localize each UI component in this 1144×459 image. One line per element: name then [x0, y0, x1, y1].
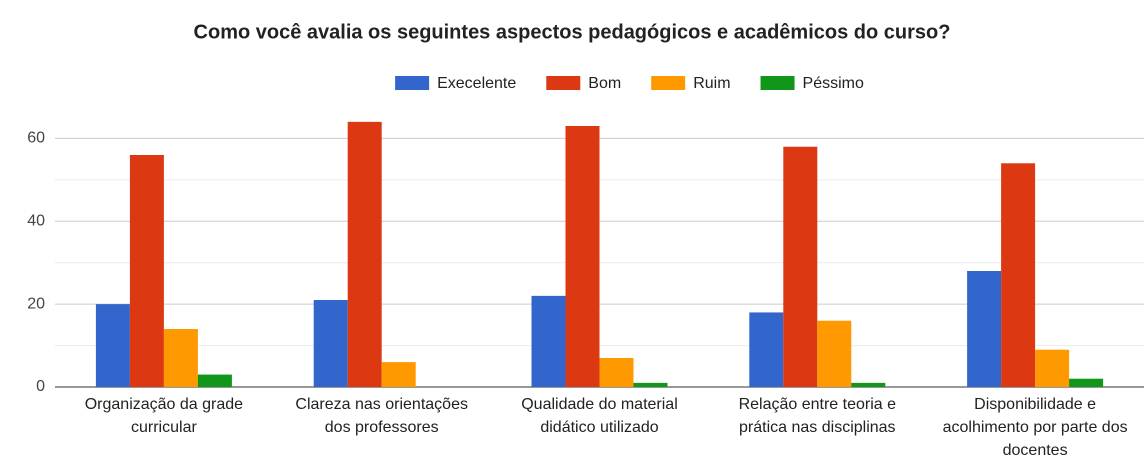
- bar: [599, 358, 634, 387]
- bar: [783, 146, 818, 387]
- legend-swatch: [651, 76, 686, 90]
- chart-title: Como você avalia os seguintes aspectos p…: [194, 21, 951, 43]
- bar: [197, 374, 232, 387]
- legend-label: Execelente: [437, 75, 516, 92]
- bar: [1035, 349, 1070, 387]
- x-tick-label: Relação entre teoria e prática nas discip…: [739, 396, 897, 436]
- bar: [817, 320, 852, 387]
- legend-label: Bom: [588, 75, 621, 92]
- bar: [633, 382, 668, 387]
- bar: [1069, 378, 1104, 387]
- bar: [381, 362, 416, 387]
- bar: [163, 329, 198, 387]
- y-tick-label: 60: [27, 130, 45, 147]
- legend-label: Ruim: [693, 75, 730, 92]
- legend-label: Péssimo: [803, 75, 864, 92]
- bar: [749, 312, 784, 387]
- bar: [313, 300, 348, 387]
- bar: [565, 126, 600, 387]
- bar: [967, 271, 1002, 387]
- x-tick-label: Disponibilidade e acolhimento por parte d…: [943, 396, 1128, 459]
- x-tick-label: Qualidade do material didático utilizado: [521, 396, 678, 436]
- y-tick-label: 20: [27, 295, 45, 312]
- x-tick-label: Organização da grade curricular: [85, 396, 243, 436]
- legend-swatch: [395, 76, 430, 90]
- bar: [129, 155, 164, 387]
- bar: [95, 304, 130, 387]
- legend-swatch: [546, 76, 581, 90]
- bar: [1001, 163, 1036, 387]
- y-tick-label: 40: [27, 213, 45, 230]
- bar: [531, 295, 566, 387]
- x-tick-label: Clareza nas orientações dos professores: [295, 396, 468, 436]
- bar: [347, 121, 382, 387]
- legend-swatch: [760, 76, 795, 90]
- bar: [851, 382, 886, 387]
- legend: Execelente Bom Ruim Péssimo: [395, 75, 864, 92]
- y-tick-label: 0: [36, 378, 45, 395]
